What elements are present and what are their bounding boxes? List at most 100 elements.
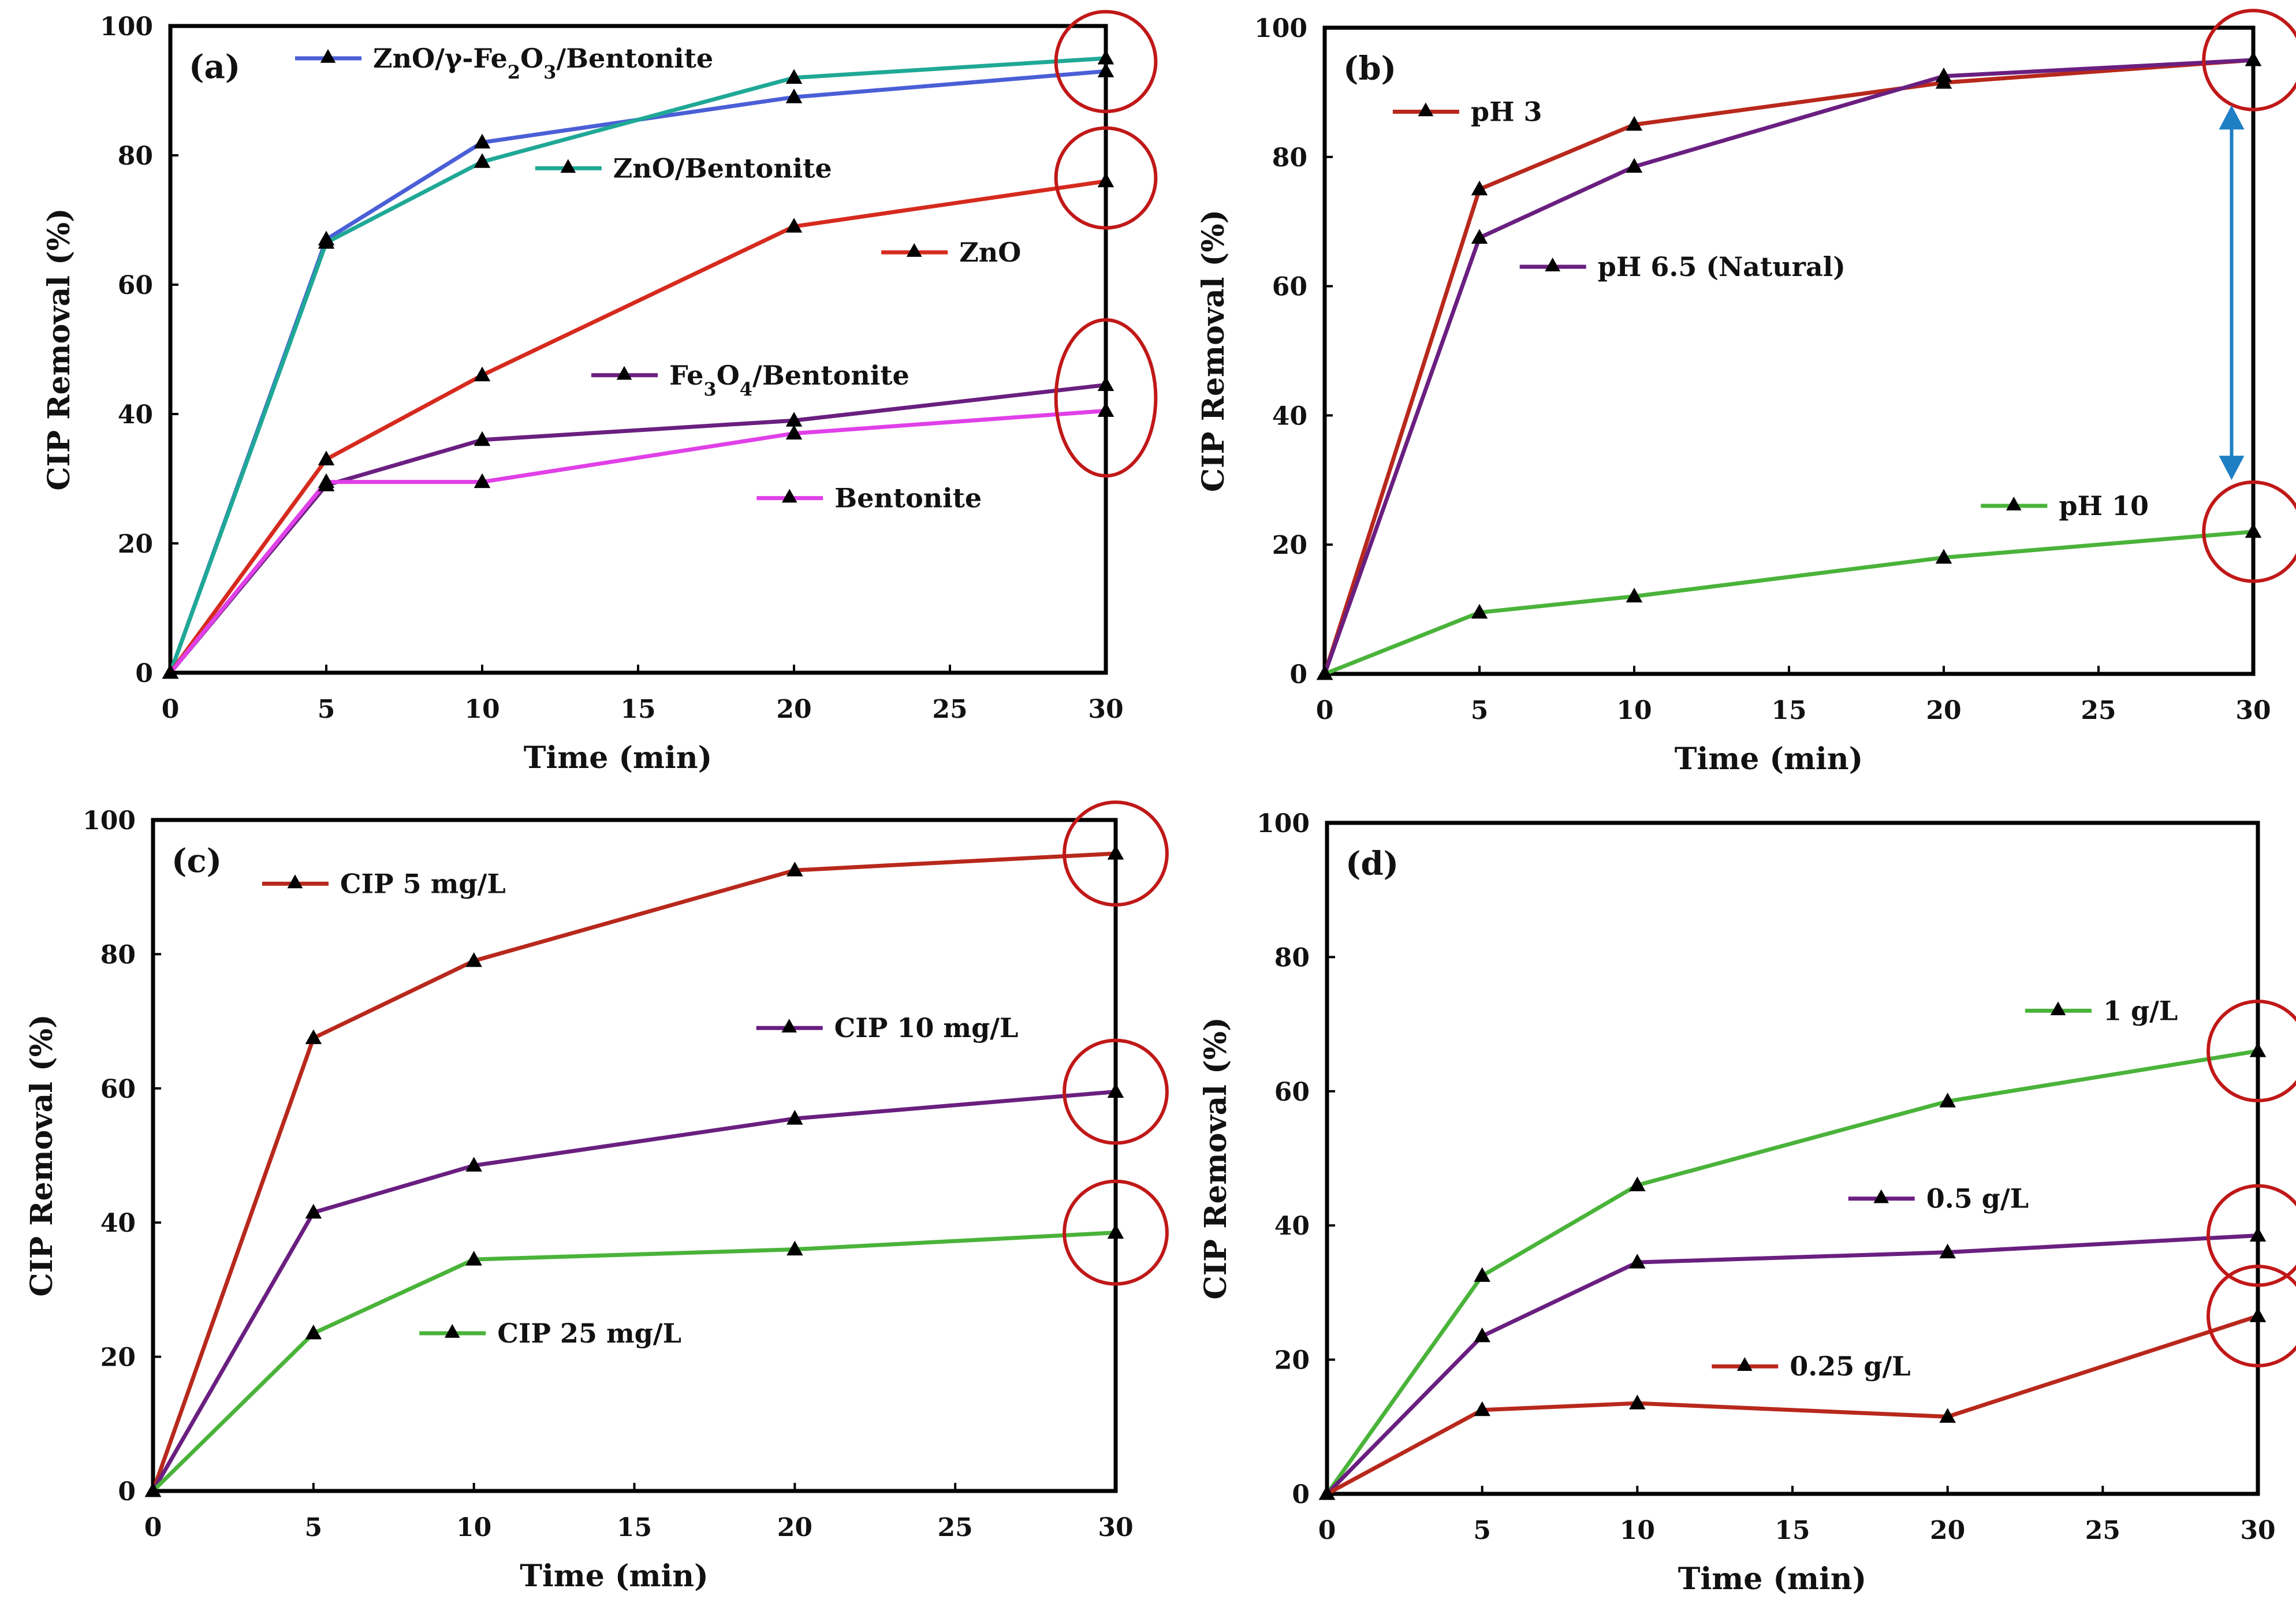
- data-point-marker: [1629, 1395, 1646, 1410]
- highlight-circle: [1063, 800, 1169, 907]
- legend-label: 1 g/L: [2103, 995, 2178, 1026]
- y-tick-label: 100: [100, 12, 153, 42]
- chart-panel-a: 0 5 10 15 20 25 30 0 20 40 60 80 100 Time (min) CIP Re…: [42, 10, 1158, 776]
- y-tick-label: 40: [1272, 401, 1307, 431]
- series-line: [168, 383, 1108, 675]
- data-point-marker: [1626, 158, 1643, 173]
- y-tick-label: 100: [1257, 809, 1310, 838]
- x-tick-label: 5: [1471, 696, 1489, 725]
- highlight-circle: [1054, 318, 1158, 478]
- data-point-marker: [1629, 1254, 1646, 1269]
- y-tick-label: 20: [1272, 531, 1307, 560]
- data-point-marker: [1318, 1485, 1336, 1500]
- data-point-marker: [1097, 62, 1115, 77]
- legend-label: pH 10: [2059, 490, 2149, 521]
- y-tick-label: 80: [1272, 143, 1307, 173]
- legend-label: ZnO/Bentonite: [613, 152, 832, 184]
- x-tick-label: 15: [617, 1513, 652, 1542]
- y-tick-label: 0: [118, 1477, 136, 1507]
- y-tick-label: 0: [1289, 660, 1307, 689]
- x-tick-label: 20: [1930, 1516, 1965, 1545]
- y-tick-label: 0: [1292, 1480, 1310, 1509]
- data-point-marker: [1629, 1176, 1646, 1191]
- x-tick-label: 30: [2235, 696, 2271, 725]
- x-tick-label: 30: [1098, 1513, 1133, 1542]
- highlight-circle: [1063, 1179, 1169, 1286]
- data-point-marker: [1939, 1408, 1956, 1423]
- data-point-marker: [1939, 1243, 1956, 1259]
- y-axis-title: CIP Removal (%): [1196, 210, 1231, 492]
- legend-marker: [320, 49, 336, 63]
- legend-label: 0.25 g/L: [1790, 1351, 1910, 1382]
- panel-label: (b): [1343, 50, 1396, 88]
- legend-marker: [2006, 497, 2022, 510]
- y-tick-label: 20: [100, 1343, 136, 1373]
- data-point-marker: [787, 862, 803, 877]
- data-point-marker: [1935, 549, 1952, 564]
- data-point-marker: [785, 69, 803, 84]
- legend-label: pH 3: [1471, 96, 1542, 127]
- x-tick-label: 25: [2085, 1516, 2120, 1545]
- legend-marker: [1418, 102, 1434, 117]
- legend-entry: Bentonite: [756, 483, 982, 514]
- chart-panel-d: 0 5 10 15 20 25 30 0 20 40 60 80 100 Time (min) CIP Re…: [1198, 809, 2296, 1597]
- y-tick-label: 40: [1274, 1211, 1310, 1241]
- series-line: [151, 1231, 1118, 1493]
- data-point-marker: [474, 133, 491, 149]
- data-point-marker: [1474, 1267, 1490, 1282]
- data-point-marker: [1107, 1083, 1124, 1098]
- series-line: [1322, 530, 2256, 676]
- data-point-marker: [1097, 376, 1115, 392]
- y-tick-label: 60: [118, 271, 153, 300]
- arrow-head-up: [2219, 105, 2245, 130]
- data-point-marker: [1471, 603, 1488, 619]
- legend-label: 0.5 g/L: [1926, 1183, 2029, 1214]
- legend-marker: [560, 159, 576, 173]
- legend-entry: pH 3: [1392, 96, 1542, 127]
- data-point-marker: [1474, 1327, 1490, 1343]
- series-line: [151, 851, 1118, 1493]
- y-tick-label: 80: [100, 940, 136, 970]
- x-tick-label: 20: [776, 695, 811, 724]
- y-axis-title: CIP Removal (%): [42, 208, 77, 490]
- y-tick-label: 100: [83, 806, 136, 836]
- legend-marker: [906, 243, 922, 257]
- legend-marker: [1736, 1357, 1753, 1371]
- data-point-marker: [1939, 1093, 1956, 1108]
- data-point-marker: [787, 1240, 803, 1256]
- y-tick-label: 40: [118, 400, 153, 430]
- y-tick-label: 20: [1274, 1346, 1310, 1375]
- legend-label: ZnO: [959, 237, 1021, 268]
- data-point-marker: [2249, 1307, 2267, 1322]
- highlight-circle: [2206, 1184, 2296, 1287]
- data-point-marker: [785, 424, 803, 440]
- data-point-marker: [1097, 402, 1115, 417]
- data-point-marker: [1471, 229, 1488, 244]
- legend-entry: 0.25 g/L: [1712, 1351, 1911, 1382]
- legend-label: Bentonite: [834, 483, 982, 514]
- legend-marker: [616, 366, 632, 380]
- y-tick-label: 60: [1272, 273, 1307, 302]
- series-line: [1325, 1049, 2260, 1496]
- legend-label: CIP 25 mg/L: [497, 1318, 681, 1349]
- y-tick-label: 80: [1274, 943, 1310, 972]
- data-point-marker: [1107, 845, 1124, 860]
- x-tick-label: 30: [1088, 695, 1123, 724]
- legend-marker: [781, 489, 797, 503]
- data-point-marker: [785, 218, 803, 233]
- y-axis-title: CIP Removal (%): [24, 1014, 59, 1296]
- y-tick-label: 0: [135, 659, 153, 688]
- x-tick-label: 0: [144, 1513, 162, 1542]
- data-point-marker: [1097, 172, 1115, 188]
- data-point-marker: [1474, 1401, 1490, 1416]
- x-tick-label: 30: [2240, 1516, 2275, 1545]
- y-tick-label: 100: [1254, 14, 1307, 43]
- legend-entry: 1 g/L: [2025, 995, 2178, 1026]
- data-point-marker: [787, 1110, 803, 1125]
- data-point-marker: [474, 366, 491, 382]
- data-point-marker: [318, 234, 335, 249]
- data-point-marker: [1097, 50, 1115, 65]
- arrow-head-down: [2219, 456, 2245, 480]
- data-point-marker: [162, 664, 179, 679]
- y-tick-label: 80: [118, 141, 153, 171]
